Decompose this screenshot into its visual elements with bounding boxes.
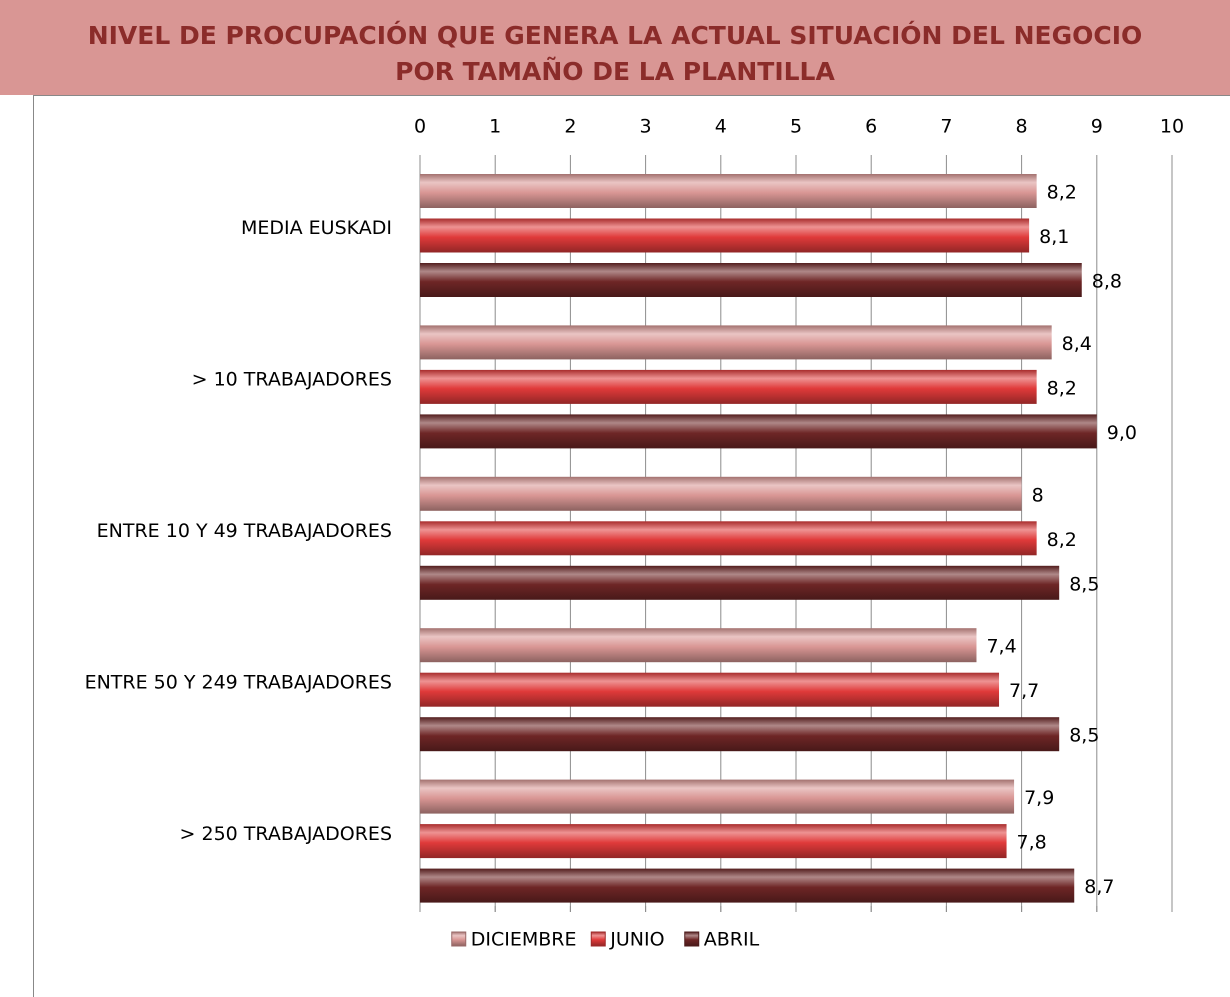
y-tick-label: ENTRE 10 Y 49 TRABAJADORES <box>97 520 392 542</box>
bar <box>420 414 1097 449</box>
value-label: 8,8 <box>1092 271 1122 293</box>
legend-label: ABRIL <box>704 929 760 951</box>
bar <box>420 476 1022 511</box>
title-band <box>0 0 1230 95</box>
legend-swatch <box>590 931 606 947</box>
value-label: 8,5 <box>1069 573 1099 595</box>
value-label: 8,5 <box>1069 725 1099 747</box>
value-label: 8,2 <box>1047 529 1077 551</box>
y-tick-label: > 250 TRABAJADORES <box>180 823 392 845</box>
value-label: 8,4 <box>1062 333 1092 355</box>
bar <box>420 628 977 663</box>
legend-swatch <box>451 931 467 947</box>
bar <box>420 218 1030 253</box>
bar <box>420 824 1007 859</box>
chart-title: NIVEL DE PROCUPACIÓN QUE GENERA LA ACTUA… <box>88 20 1143 50</box>
x-tick-label: 0 <box>414 116 426 138</box>
bar <box>420 263 1082 297</box>
y-tick-label: > 10 TRABAJADORES <box>192 369 392 391</box>
value-label: 7,8 <box>1017 832 1047 854</box>
bar <box>420 325 1052 360</box>
value-label: 9,0 <box>1107 422 1137 444</box>
bar <box>420 565 1060 600</box>
value-label: 8,7 <box>1084 876 1114 898</box>
y-tick-label: MEDIA EUSKADI <box>241 217 392 239</box>
x-tick-label: 8 <box>1016 116 1028 138</box>
bar <box>420 174 1037 208</box>
value-label: 8,1 <box>1039 226 1069 248</box>
legend-label: DICIEMBRE <box>471 929 577 951</box>
x-tick-label: 9 <box>1091 116 1103 138</box>
x-tick-label: 4 <box>715 116 727 138</box>
legend-swatch <box>684 931 700 947</box>
bar <box>420 672 1000 707</box>
y-tick-label: ENTRE 50 Y 249 TRABAJADORES <box>85 671 392 693</box>
chart-title: POR TAMAÑO DE LA PLANTILLA <box>395 57 835 86</box>
bar <box>420 779 1015 814</box>
value-label: 7,4 <box>986 636 1016 658</box>
x-tick-label: 6 <box>865 116 877 138</box>
value-label: 7,9 <box>1024 787 1054 809</box>
value-label: 7,7 <box>1009 680 1039 702</box>
x-tick-label: 3 <box>640 116 652 138</box>
x-tick-label: 1 <box>489 116 501 138</box>
value-label: 8,2 <box>1047 182 1077 204</box>
x-tick-label: 7 <box>940 116 952 138</box>
x-tick-label: 5 <box>790 116 802 138</box>
legend-label: JUNIO <box>609 929 664 951</box>
value-label: 8 <box>1032 484 1044 506</box>
bar <box>420 369 1037 404</box>
value-label: 8,2 <box>1047 377 1077 399</box>
bar <box>420 868 1075 903</box>
bar <box>420 717 1060 752</box>
x-tick-label: 10 <box>1160 116 1184 138</box>
x-tick-label: 2 <box>564 116 576 138</box>
bar <box>420 521 1037 556</box>
